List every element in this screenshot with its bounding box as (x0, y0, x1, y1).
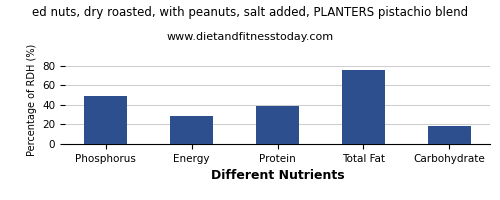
Bar (342, 70, 385, 144)
Bar (428, 126, 470, 144)
Y-axis label: Percentage of RDH (%): Percentage of RDH (%) (26, 44, 36, 156)
X-axis label: Different Nutrients: Different Nutrients (210, 169, 344, 182)
Text: www.dietandfitnesstoday.com: www.dietandfitnesstoday.com (166, 32, 334, 42)
Text: ed nuts, dry roasted, with peanuts, salt added, PLANTERS pistachio blend: ed nuts, dry roasted, with peanuts, salt… (32, 6, 468, 19)
Bar (84, 96, 127, 144)
Bar (256, 106, 299, 144)
Bar (170, 116, 213, 144)
